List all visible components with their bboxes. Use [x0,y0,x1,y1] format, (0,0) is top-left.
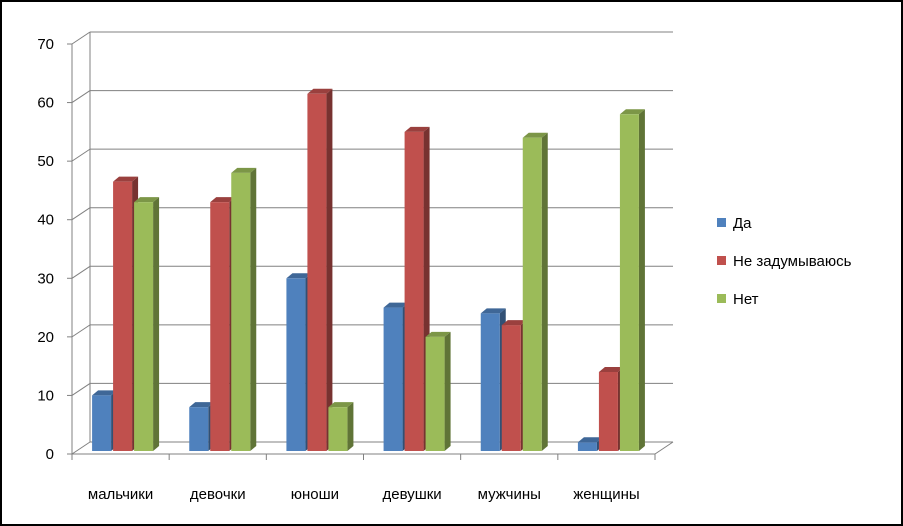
bar [231,167,257,451]
legend: Да Не задумываюсь Нет [717,215,852,308]
bar [425,331,451,451]
x-tick-label: юноши [291,486,339,503]
x-tick-label: женщины [573,486,639,503]
x-tick-label: мальчики [88,486,153,503]
side-gridline [71,90,91,103]
legend-swatch [717,256,726,265]
bars [92,88,645,452]
legend-label: Да [733,215,752,232]
bar [307,88,333,452]
x-tick-label: девочки [190,486,246,503]
side-gridline [71,148,91,162]
legend-item: Да [717,215,752,232]
side-gridline [71,31,91,45]
legend-label: Не задумываюсь [733,253,852,270]
y-tick-label: 30 [37,270,54,287]
x-tick-label: девушки [382,486,441,503]
legend-swatch [717,218,726,227]
legend-swatch [717,294,726,303]
bar [522,132,548,451]
side-gridline [71,207,91,221]
bar [619,109,645,452]
floor-right-edge [654,441,674,455]
legend-item: Не задумываюсь [717,253,852,270]
x-tick-labels: мальчики девочки юноши девушки мужчины женщин… [88,486,640,503]
y-tick-label: 70 [37,36,54,53]
y-tick-label: 40 [37,212,54,229]
y-tick-labels: 0 10 20 30 40 50 60 70 [37,36,54,463]
side-gridline [71,441,91,455]
y-tick-label: 0 [46,446,54,463]
y-tick-label: 50 [37,153,54,170]
bar [134,197,160,451]
x-tick-label: мужчины [478,486,541,503]
bar [328,402,354,451]
side-gridline [71,265,91,279]
gridlines [71,31,674,455]
y-tick-label: 20 [37,329,54,346]
legend-item: Нет [717,291,759,308]
y-tick-label: 60 [37,95,54,112]
side-gridline [71,324,91,338]
y-tick-label: 10 [37,387,54,404]
legend-label: Нет [733,291,759,308]
axes [67,43,656,460]
side-gridline [71,383,91,396]
